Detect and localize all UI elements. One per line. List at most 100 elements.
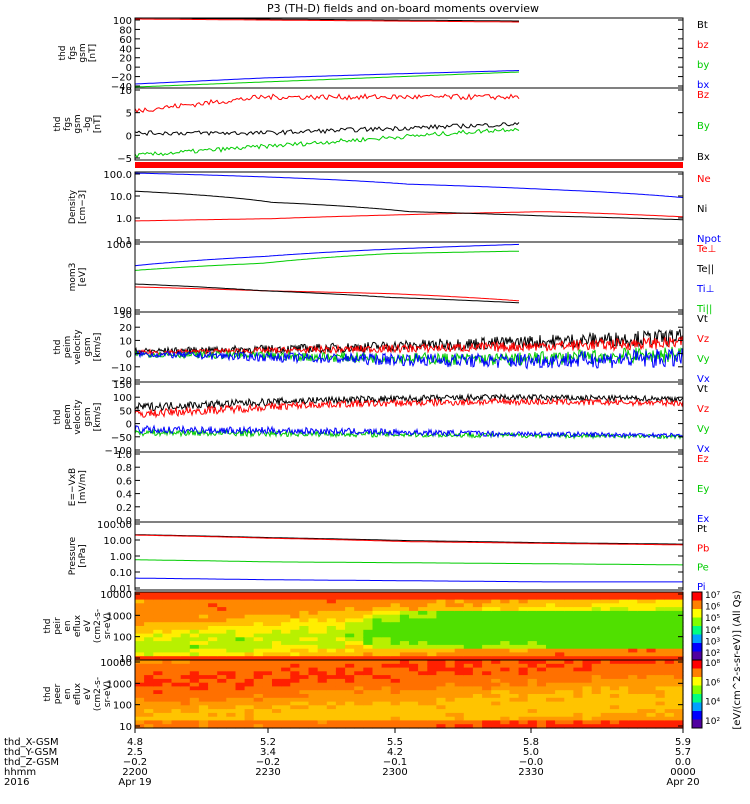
spectrogram-cell — [609, 629, 620, 635]
spectrogram-cell — [244, 705, 255, 710]
spectrogram-cell — [326, 694, 337, 699]
spectrogram-cell — [509, 686, 520, 691]
spectrogram-cell — [372, 697, 383, 703]
spectrogram-cell — [491, 656, 501, 661]
spectrogram-cell — [363, 648, 373, 654]
spectrogram-cell — [527, 663, 538, 669]
spectrogram-cell — [418, 671, 428, 676]
spectrogram-cell — [536, 633, 547, 638]
spectrogram-cell — [217, 705, 227, 710]
spectrogram-cell — [655, 682, 666, 688]
spectrogram-cell — [436, 671, 447, 676]
spectrogram-cell — [637, 690, 647, 695]
spectrogram-cell — [527, 712, 538, 718]
spectrogram-cell — [208, 633, 218, 638]
spectrogram-cell — [564, 716, 574, 722]
spectrogram-cell — [664, 697, 675, 703]
spectrogram-cell — [363, 724, 373, 729]
spectrogram-cell — [509, 690, 520, 695]
spectrogram-cell — [363, 686, 373, 691]
spectrogram-cell — [244, 694, 255, 699]
spectrogram-cell — [135, 667, 145, 672]
spectrogram-cell — [372, 716, 383, 722]
spectrogram-cell — [244, 675, 255, 680]
spectrogram-cell — [591, 599, 602, 604]
spectrogram-cell — [171, 595, 182, 601]
spectrogram-cell — [436, 716, 447, 722]
spectrogram-cell — [345, 701, 355, 706]
series-line-vi-Vx — [134, 348, 684, 370]
spectrogram-cell — [153, 607, 163, 612]
spectrogram-cell — [409, 709, 419, 714]
spectrogram-cell — [281, 633, 291, 638]
spectrogram-cell — [372, 671, 383, 676]
spectrogram-cell — [363, 697, 373, 703]
spectrogram-cell — [144, 592, 154, 597]
spectrogram-cell — [582, 690, 593, 695]
spectrogram-cell — [399, 705, 410, 710]
spectrogram-cell — [189, 701, 200, 706]
spectrogram-cell — [253, 648, 264, 654]
spectrogram-cell — [509, 607, 520, 612]
spectrogram-cell — [555, 697, 565, 703]
spectrogram-cell — [281, 660, 291, 665]
spectrogram-cell — [536, 716, 547, 722]
spectrogram-cell — [472, 592, 483, 597]
spectrogram-cell — [655, 712, 666, 718]
spectrogram-cell — [262, 678, 273, 684]
spectrogram-cell — [509, 720, 520, 725]
spectrogram-cell — [409, 667, 419, 672]
spectrogram-cell — [409, 599, 419, 604]
spectrogram-cell — [354, 637, 364, 642]
spectrogram-cell — [591, 603, 602, 608]
spectrogram-cell — [619, 671, 629, 676]
legend-entry: bz — [697, 40, 709, 51]
spectrogram-cell — [390, 671, 401, 676]
spectrogram-cell — [482, 618, 492, 623]
spectrogram-cell — [363, 652, 373, 657]
x-tick-label: 5.5 — [387, 737, 403, 748]
spectrogram-cell — [335, 595, 346, 601]
spectrogram-cell — [500, 716, 510, 722]
spectrogram-cell — [290, 682, 300, 688]
spectrogram-cell — [281, 701, 291, 706]
spectrogram-cell — [189, 610, 200, 616]
spectrogram-cell — [637, 671, 647, 676]
spectrogram-cell — [509, 599, 520, 604]
spectrogram-cell — [628, 633, 638, 638]
spectrogram-cell — [664, 690, 675, 695]
spectrogram-cell — [436, 705, 447, 710]
spectrogram-cell — [299, 682, 310, 688]
spectrogram-cell — [609, 701, 620, 706]
x-tick-label: 4.8 — [127, 737, 143, 748]
panel-frame — [134, 521, 684, 591]
spectrogram-cell — [189, 656, 200, 661]
spectrogram-cell — [518, 603, 529, 608]
spectrogram-cell — [673, 712, 684, 718]
series-group-temp — [134, 243, 520, 304]
x-row-label: thd_Y-GSM — [4, 747, 57, 758]
spectrogram-cell — [664, 644, 675, 650]
spectrogram-cell — [235, 622, 246, 627]
spectrogram-cell — [427, 633, 437, 638]
spectrogram-cell — [262, 648, 273, 654]
spectrogram-cell — [619, 607, 629, 612]
spectrogram-cell — [162, 682, 173, 688]
spectrogram-cell — [326, 592, 337, 597]
spectrogram-cell — [555, 592, 565, 597]
spectrogram-cell — [244, 603, 255, 608]
spectrogram-cell — [226, 644, 236, 650]
x-tick-label: −0.0 — [519, 757, 543, 768]
spectrogram-cell — [253, 629, 264, 635]
spectrogram-cell — [555, 644, 565, 650]
spectrogram-cell — [162, 614, 173, 620]
y-axis-label-line: velocity — [73, 329, 83, 365]
spectrogram-cell — [299, 614, 310, 620]
spectrogram-cell — [619, 667, 629, 672]
spectrogram-cell — [244, 678, 255, 684]
spectrogram-cell — [628, 614, 638, 620]
spectrogram-cell — [153, 626, 163, 631]
spectrogram-cell — [281, 690, 291, 695]
x-tick-label: 5.9 — [675, 737, 691, 748]
